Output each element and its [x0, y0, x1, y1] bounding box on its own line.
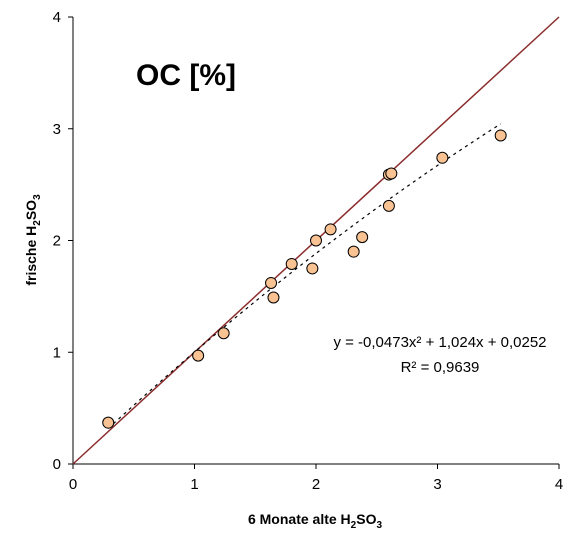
data-point — [217, 327, 230, 340]
y-tick-label: 1 — [53, 344, 61, 361]
y-tick-group: 0 1 2 3 4 — [53, 9, 73, 473]
x-tick-label: 3 — [433, 476, 441, 493]
x-axis-title-sub1: 2 — [351, 520, 357, 531]
x-axis-title-sub2: 3 — [376, 520, 382, 531]
y-axis-title-main: frische H — [23, 226, 39, 286]
trendline-r-squared: R² = 0,9639 — [401, 359, 480, 376]
x-tick-group: 0 1 2 3 4 — [69, 464, 563, 493]
x-axis-title: 6 Monate alte H2SO3 — [248, 511, 383, 531]
y-axis-title-sub1: 2 — [32, 220, 43, 226]
data-point — [285, 257, 298, 270]
trendline-equation: y = -0,0473x² + 1,024x + 0,0252 — [333, 334, 546, 351]
y-axis-title-group: frische H2SO3 — [23, 194, 43, 286]
x-tick-label: 0 — [69, 476, 77, 493]
data-point — [192, 349, 205, 362]
trendline-group — [107, 123, 502, 429]
data-point — [356, 231, 369, 244]
data-point — [306, 262, 319, 275]
x-axis-title-mid: SO — [356, 511, 376, 527]
data-point — [385, 167, 398, 180]
y-axis-title-mid: SO — [23, 200, 39, 220]
chart-title: OC [%] — [136, 59, 236, 92]
y-tick-label: 0 — [53, 456, 61, 473]
data-point — [382, 199, 395, 212]
y-tick-label: 4 — [53, 9, 61, 26]
data-point — [324, 223, 337, 236]
x-tick-label: 2 — [312, 476, 320, 493]
data-point — [310, 234, 322, 247]
data-points — [102, 129, 507, 429]
x-tick-label: 1 — [190, 476, 198, 493]
x-tick-label: 4 — [555, 476, 563, 493]
y-tick-label: 3 — [53, 121, 61, 138]
data-point — [102, 416, 115, 429]
data-point — [267, 291, 280, 304]
data-point — [265, 276, 278, 289]
trendline-curve — [107, 123, 502, 429]
y-tick-label: 2 — [53, 233, 61, 250]
x-axis-title-main: 6 Monate alte H — [248, 511, 351, 527]
y-axis-title-sub2: 3 — [32, 194, 43, 200]
data-point — [436, 151, 449, 164]
data-point — [494, 129, 507, 142]
data-point — [347, 245, 360, 258]
y-axis-title: frische H2SO3 — [23, 194, 43, 286]
